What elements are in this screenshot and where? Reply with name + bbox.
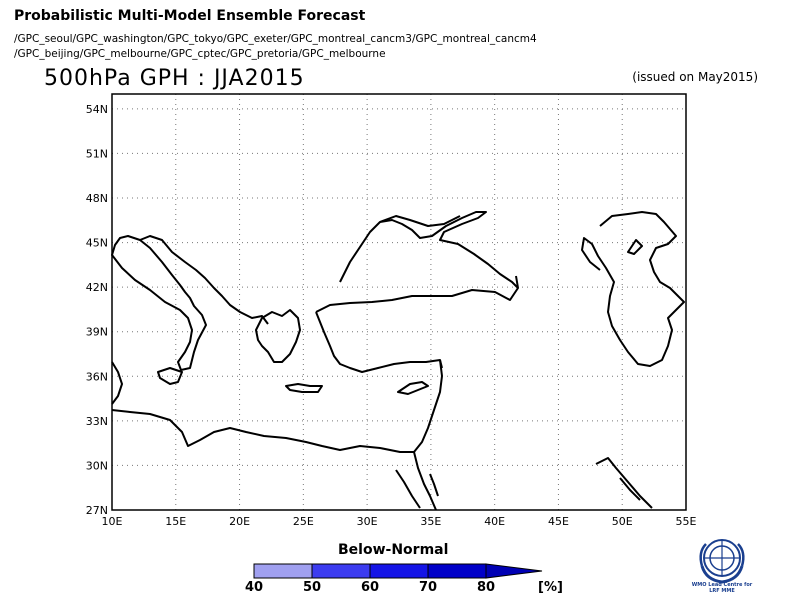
- colorbar-segment: [253, 563, 313, 579]
- colorbar-tick-label: 60: [360, 580, 380, 595]
- coastlines: [111, 211, 685, 511]
- logo-caption-line-2: LRF MME: [709, 588, 735, 594]
- lat-tick-label: 27N: [86, 504, 108, 517]
- lon-tick-label: 30E: [357, 515, 378, 528]
- lon-tick-label: 45E: [548, 515, 569, 528]
- colorbar-tick-label: 80: [476, 580, 496, 595]
- logo-caption-line-1: WMO Lead Centre for: [691, 582, 753, 588]
- coastline-black-sea: [339, 211, 519, 289]
- coastline-north-africa: [111, 409, 414, 453]
- lon-tick-label: 20E: [229, 515, 250, 528]
- colorbar-tick-label: 70: [418, 580, 438, 595]
- coastline-cyprus: [397, 381, 429, 395]
- coastline-sicily: [157, 367, 183, 385]
- model-list: /GPC_seoul/GPC_washington/GPC_tokyo/GPC_…: [14, 32, 537, 62]
- coastline-black-sea-north: [379, 215, 461, 227]
- lat-tick-label: 42N: [86, 281, 108, 294]
- colorbar-segment: [427, 563, 487, 579]
- lon-tick-label: 15E: [165, 515, 186, 528]
- map-subtitle: 500hPa GPH : JJA2015: [44, 66, 305, 91]
- longitude-labels: 10E 15E 20E 25E 30E 35E 40E 45E 50E 55E: [102, 515, 697, 528]
- map-gridlines: [112, 94, 686, 510]
- coastline-adriatic: [139, 235, 269, 325]
- wmo-emblem-icon: [699, 539, 745, 584]
- colorbar-label: Below-Normal: [338, 542, 449, 558]
- lon-tick-label: 55E: [676, 515, 697, 528]
- coastline-west-edge: [111, 361, 123, 405]
- coastline-italy: [111, 235, 207, 371]
- lat-tick-label: 30N: [86, 459, 108, 472]
- lat-tick-label: 33N: [86, 415, 108, 428]
- colorbar: [253, 563, 543, 579]
- lat-tick-label: 36N: [86, 370, 108, 383]
- colorbar-segment: [311, 563, 371, 579]
- colorbar-unit: [%]: [538, 580, 563, 595]
- colorbar-arrow: [485, 563, 543, 579]
- model-list-line-2: /GPC_beijing/GPC_melbourne/GPC_cptec/GPC…: [14, 48, 386, 60]
- logo-caption: WMO Lead Centre for LRF MME: [682, 582, 762, 594]
- latitude-labels: 27N 30N 33N 36N 39N 42N 45N 48N 51N 54N: [86, 103, 108, 517]
- model-list-line-1: /GPC_seoul/GPC_washington/GPC_tokyo/GPC_…: [14, 33, 537, 45]
- map-frame: [111, 93, 687, 511]
- coastline-persian-gulf: [595, 457, 653, 509]
- coastline-greece: [255, 309, 301, 363]
- lon-tick-label: 50E: [612, 515, 633, 528]
- lon-tick-label: 35E: [420, 515, 441, 528]
- lat-tick-label: 54N: [86, 103, 108, 116]
- coastline-levant: [413, 359, 443, 453]
- figure-title: Probabilistic Multi-Model Ensemble Forec…: [14, 8, 366, 24]
- coastline-red-sea: [395, 451, 439, 511]
- lat-tick-label: 51N: [86, 147, 108, 160]
- coastline-turkey: [315, 275, 519, 373]
- colorbar-tick-label: 50: [302, 580, 322, 595]
- lat-tick-label: 48N: [86, 192, 108, 205]
- coastline-caspian-bay: [627, 239, 643, 255]
- coastline-crete: [285, 383, 323, 393]
- colorbar-segment: [369, 563, 429, 579]
- colorbar-tick-label: 40: [244, 580, 264, 595]
- lon-tick-label: 25E: [293, 515, 314, 528]
- lat-tick-label: 39N: [86, 326, 108, 339]
- coastline-caspian: [581, 211, 685, 367]
- lon-tick-label: 10E: [102, 515, 123, 528]
- lat-tick-label: 45N: [86, 237, 108, 250]
- issued-date: (issued on May2015): [632, 70, 758, 84]
- lon-tick-label: 40E: [484, 515, 505, 528]
